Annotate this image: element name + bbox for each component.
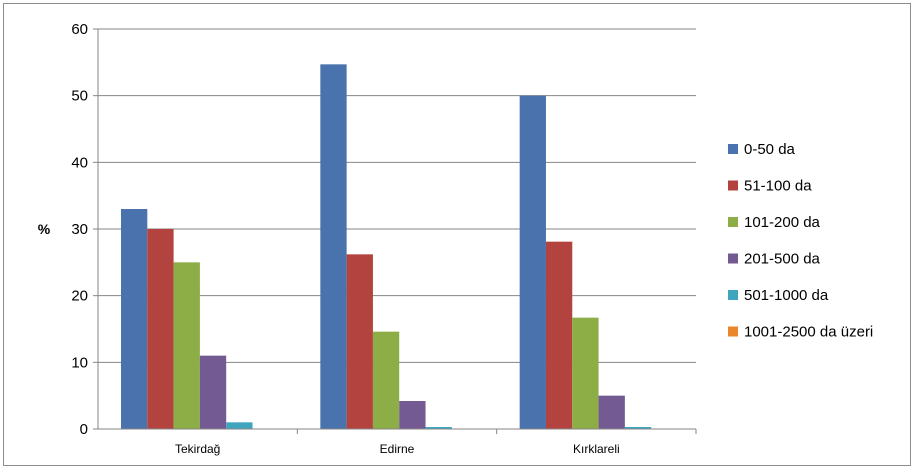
- bar-chart: 0 10 20 30 40 50 60 Tekirdağ Edirne Kırklareli 0-…: [38, 21, 873, 456]
- legend-swatch: [728, 253, 738, 264]
- bar-101-200-da-2: [572, 317, 599, 429]
- bar-51-100-da-1: [346, 254, 373, 429]
- legend-swatch: [728, 217, 738, 227]
- y-tick-label: 0: [80, 421, 88, 438]
- bar-0-50-da-0: [121, 209, 148, 429]
- legend-label: 501-1000 da: [744, 287, 829, 304]
- y-tick-label: 20: [71, 288, 88, 305]
- y-tick-label: 30: [71, 221, 88, 238]
- y-tick-label: 50: [71, 88, 88, 105]
- legend-label: 101-200 da: [744, 214, 821, 231]
- bar-0-50-da-2: [519, 95, 546, 430]
- bar-201-500-da-2: [598, 395, 625, 429]
- legend: 0-50 da 51-100 da 101-200 da 201-500 da 501-…: [728, 141, 873, 341]
- legend-label: 201-500 da: [744, 251, 821, 268]
- legend-label: 0-50 da: [744, 141, 796, 158]
- x-tick-label: Tekirdağ: [175, 442, 220, 456]
- bar-51-100-da-2: [545, 241, 573, 429]
- legend-label: 51-100 da: [744, 178, 812, 195]
- legend-swatch: [728, 326, 738, 337]
- legend-swatch: [728, 180, 738, 191]
- bar-501-1000-da-0: [226, 422, 253, 429]
- bar-201-500-da-1: [399, 401, 426, 429]
- chart-frame: 0 10 20 30 40 50 60 Tekirdağ Edirne Kırklareli 0-…: [3, 3, 911, 466]
- x-tick-label: Edirne: [380, 442, 415, 456]
- legend-swatch: [728, 290, 738, 300]
- bar-501-1000-da-1: [425, 427, 452, 429]
- bar-0-50-da-1: [320, 64, 347, 430]
- bar-51-100-da-0: [147, 229, 174, 429]
- legend-swatch: [728, 144, 738, 154]
- axes: 0 10 20 30 40 50 60 Tekirdağ Edirne Kırklareli: [71, 21, 697, 456]
- legend-label: 1001-2500 da üzeri: [744, 324, 873, 341]
- bars: [121, 64, 652, 430]
- x-tick-label: Kırklareli: [573, 442, 620, 456]
- bar-101-200-da-0: [173, 262, 200, 429]
- y-tick-label: 40: [71, 154, 88, 171]
- y-axis-label: %: [38, 221, 51, 237]
- bar-101-200-da-1: [372, 331, 400, 429]
- bar-501-1000-da-2: [624, 427, 652, 429]
- bar-201-500-da-0: [199, 355, 227, 429]
- y-tick-label: 10: [71, 354, 88, 371]
- y-tick-label: 60: [71, 21, 88, 38]
